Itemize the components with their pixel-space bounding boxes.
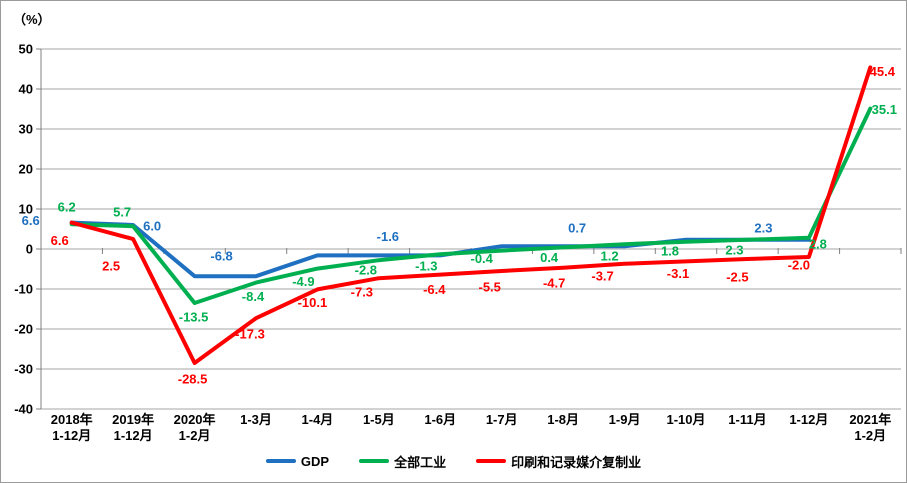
data-label: -3.7 [591,268,613,283]
x-tick-label: 1-10月 [666,412,705,427]
data-label: -8.4 [242,289,265,304]
legend-item-gdp: GDP [265,453,330,469]
data-label: -10.1 [298,295,328,310]
data-label: -0.4 [471,251,494,266]
data-label: 6.6 [22,213,40,228]
gdp-line-swatch-icon [265,459,296,463]
x-tick-label: 2019年 [112,412,154,427]
data-label: 5.7 [113,205,131,220]
x-tick-label: 2018年 [51,412,93,427]
data-label: -1.3 [415,259,437,274]
x-tick-label: 1-12月 [789,412,828,427]
x-tick-label: 1-2月 [179,428,211,443]
y-tick-label: -40 [14,402,33,417]
data-label: -2.8 [355,263,377,278]
y-tick-label: -30 [14,362,33,377]
data-label: -2.0 [788,258,810,273]
x-tick-label: 1-6月 [424,412,456,427]
data-label: 2.3 [754,220,772,235]
data-label: -1.6 [377,229,399,244]
printing-line-swatch-icon [476,459,507,463]
data-label: 1.2 [601,249,619,264]
x-tick-label: 1-2月 [854,428,886,443]
data-label: -13.5 [179,310,209,325]
legend-item-printing: 印刷和记录媒介复制业 [476,452,641,471]
data-label: -17.3 [235,327,265,342]
x-tick-label: 1-3月 [240,412,272,427]
data-label: -5.5 [479,280,501,295]
data-label: 1.8 [661,243,679,258]
data-label: 6.0 [143,219,161,234]
x-tick-label: 2021年 [849,412,891,427]
y-tick-label: 10 [19,202,33,217]
legend-label: GDP [300,453,330,469]
x-tick-label: 1-11月 [728,412,766,427]
data-label: -3.1 [667,266,689,281]
y-tick-label: -10 [14,282,33,297]
x-tick-label: 2020年 [174,412,216,427]
data-label: 2.5 [102,259,120,274]
x-tick-label: 1-8月 [547,412,579,427]
y-tick-label: -20 [14,322,33,337]
data-label: -4.7 [543,275,565,290]
data-label: 2.3 [725,242,743,257]
y-tick-label: 20 [19,162,33,177]
all-industry-line-swatch-icon [359,459,390,463]
x-tick-label: 1-9月 [609,412,641,427]
data-label: -28.5 [178,372,208,387]
x-tick-label: 1-4月 [302,412,334,427]
x-tick-label: 1-12月 [114,428,153,443]
data-label: 6.6 [51,233,69,248]
data-label: 0.4 [540,250,559,265]
series-line-2 [69,65,873,365]
x-tick-label: 1-7月 [486,412,518,427]
data-label: -7.3 [351,285,373,300]
data-label: -4.9 [292,274,314,289]
data-label: 6.2 [58,200,76,215]
data-label: 0.7 [568,221,586,236]
data-label: -6.4 [423,282,446,297]
x-tick-label: 1-5月 [363,412,395,427]
data-label: -2.5 [726,270,748,285]
data-label: 2.8 [809,236,827,251]
legend-label: 全部工业 [394,454,447,470]
y-tick-label: 40 [19,82,33,97]
data-label: 35.1 [872,102,897,117]
legend-item-all-industry: 全部工业 [359,452,446,471]
x-tick-label: 1-12月 [52,428,91,443]
data-label: -6.8 [210,249,232,264]
data-label: 45.4 [870,64,896,79]
y-axis-unit-label: （%） [13,12,51,27]
legend-label: 印刷和记录媒介复制业 [511,454,642,470]
chart-legend: GDP 全部工业 印刷和记录媒介复制业 [1,450,906,472]
y-tick-label: 50 [19,42,33,57]
y-tick-label: 30 [19,122,33,137]
series-line-1 [69,106,873,305]
y-tick-label: 0 [26,242,33,257]
